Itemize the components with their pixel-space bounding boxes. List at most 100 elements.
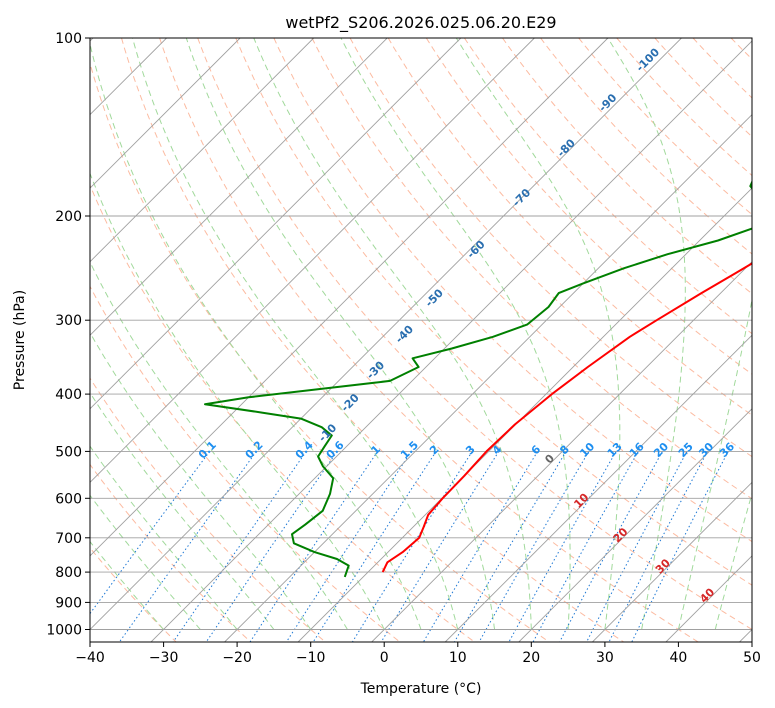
mixing-ratio-line <box>586 451 688 642</box>
isotherm-line <box>90 38 682 631</box>
mixing-ratio-line <box>249 451 379 642</box>
mixing-ratio-label: 1 <box>368 443 383 458</box>
plot-area: 0.1 0.2 0.4 0.6 1 1.5 2 3 4 6 8 10 13 16 20 25 30 36-100-… <box>90 38 752 642</box>
mixing-ratio-label: 0.1 <box>196 439 219 462</box>
mixing-ratio-label: 20 <box>651 440 671 460</box>
mixing-ratio-label: 0.2 <box>243 439 266 462</box>
isotherm-line <box>665 555 752 642</box>
moist-adiabat-label: -20 <box>339 391 362 414</box>
plot-frame <box>89 37 753 643</box>
mixing-ratio-label: 13 <box>605 440 625 460</box>
isotherm-line <box>444 334 752 642</box>
dry-adiabat-line <box>425 38 752 375</box>
isotherm-line <box>90 38 462 410</box>
moist-adiabat-line <box>90 391 275 630</box>
mixing-ratio-line <box>608 451 708 642</box>
moist-adiabat-line <box>253 38 532 630</box>
moist-adiabat-line <box>90 172 385 630</box>
dry-adiabats <box>90 38 752 642</box>
dry-adiabat-line <box>692 38 752 99</box>
dry-adiabat-line <box>90 61 550 642</box>
mixing-ratio-line <box>172 451 307 642</box>
moist-adiabat-label: -50 <box>423 286 446 309</box>
dry-adiabat-line <box>121 38 624 642</box>
y-tick-label: 100 <box>55 31 82 47</box>
mixing-ratio-line <box>118 451 257 642</box>
mixing-ratio-line <box>559 451 663 642</box>
isotherm-line <box>90 38 609 557</box>
dry-adiabat-line <box>463 38 752 335</box>
isotherm-line <box>518 408 752 642</box>
x-axis-ticks: −40 −30 −20 −10 0 10 20 30 40 50 <box>75 642 761 666</box>
y-tick-label: 600 <box>55 491 82 507</box>
x-tick-label: 40 <box>669 650 687 666</box>
isotherm-line <box>90 38 388 336</box>
dry-adiabat-line <box>159 38 699 642</box>
y-tick-label: 400 <box>55 387 82 403</box>
mixing-ratio-label: 0.4 <box>293 438 316 461</box>
mixing-ratio-label: 25 <box>676 440 696 460</box>
dry-adiabat-line <box>90 377 326 642</box>
mixing-ratio-line <box>508 451 617 642</box>
x-tick-label: −10 <box>296 650 326 666</box>
moist-adiabat-line <box>340 38 571 630</box>
dry-adiabat-line <box>654 38 752 138</box>
moist-adiabat-line <box>90 41 422 630</box>
mixing-ratio-line <box>380 451 500 642</box>
dry-adiabat-line <box>235 38 752 586</box>
moist-adiabat-line <box>185 38 496 630</box>
dry-adiabat-line <box>197 38 752 630</box>
y-tick-label: 700 <box>55 531 82 547</box>
y-tick-label: 900 <box>55 595 82 611</box>
mixing-ratio-label: 8 <box>557 443 572 458</box>
mixing-ratio-label: 36 <box>717 440 737 460</box>
skewed-isotherms <box>90 38 752 642</box>
isobar-grid <box>90 38 752 630</box>
dry-adiabat-line <box>578 38 752 216</box>
isotherm-line <box>90 38 535 484</box>
moist-adiabat-line <box>90 494 201 630</box>
isotherm-line <box>150 40 752 642</box>
y-tick-label: 300 <box>55 313 82 329</box>
mixing-ratio-label: 6 <box>529 442 544 457</box>
mixing-ratio-label: 3 <box>463 443 478 458</box>
dry-adiabat-line <box>90 183 475 642</box>
mixing-ratio-label: 4 <box>490 442 505 457</box>
profile-series <box>204 179 752 578</box>
temperature-profile-line <box>381 262 752 573</box>
moist-adiabat-line <box>90 445 238 630</box>
x-tick-label: 20 <box>522 650 540 666</box>
moist-adiabat-line <box>90 260 348 630</box>
x-tick-label: 10 <box>449 650 467 666</box>
moist-adiabat-line <box>132 38 459 630</box>
line-annotations: 0.1 0.2 0.4 0.6 1 1.5 2 3 4 6 8 10 13 16 20 25 30 36-100-… <box>196 45 737 605</box>
y-axis-label: Pressure (hPa) <box>12 290 28 390</box>
moist-adiabat-line <box>455 38 621 630</box>
y-tick-label: 200 <box>55 209 82 225</box>
moist-adiabat-label: -30 <box>364 358 387 381</box>
mixing-ratio-line <box>205 451 338 642</box>
mixing-ratio-label: 30 <box>696 440 716 460</box>
dry-adiabat-line <box>349 38 752 458</box>
mixing-ratio-line <box>312 451 437 642</box>
x-tick-label: −30 <box>149 650 179 666</box>
isotherm-line <box>90 38 315 263</box>
isotherm-line <box>592 481 752 642</box>
x-tick-label: 0 <box>380 650 389 666</box>
mixing-ratio-line <box>422 451 539 642</box>
isotherm-label: 20 <box>611 525 631 545</box>
y-axis-ticks: 100 200 300 400 500 600 700 800 900 1000 <box>46 31 90 639</box>
moist-adiabat-label: -40 <box>393 322 416 345</box>
dry-adiabat-line <box>540 38 752 255</box>
dry-adiabat-line <box>502 38 752 295</box>
moist-adiabat-label: -100 <box>633 45 662 74</box>
moist-adiabat-line <box>714 491 752 630</box>
chart-title: wetPf2_S206.2026.025.06.20.E29 <box>285 13 556 33</box>
y-tick-label: 800 <box>55 565 82 581</box>
moist-adiabat-label: -90 <box>596 91 619 114</box>
mixing-ratio-line <box>532 451 639 642</box>
dry-adiabat-line <box>311 38 752 500</box>
moist-adiabat-label: -60 <box>464 238 487 261</box>
dry-adiabat-line <box>387 38 752 416</box>
